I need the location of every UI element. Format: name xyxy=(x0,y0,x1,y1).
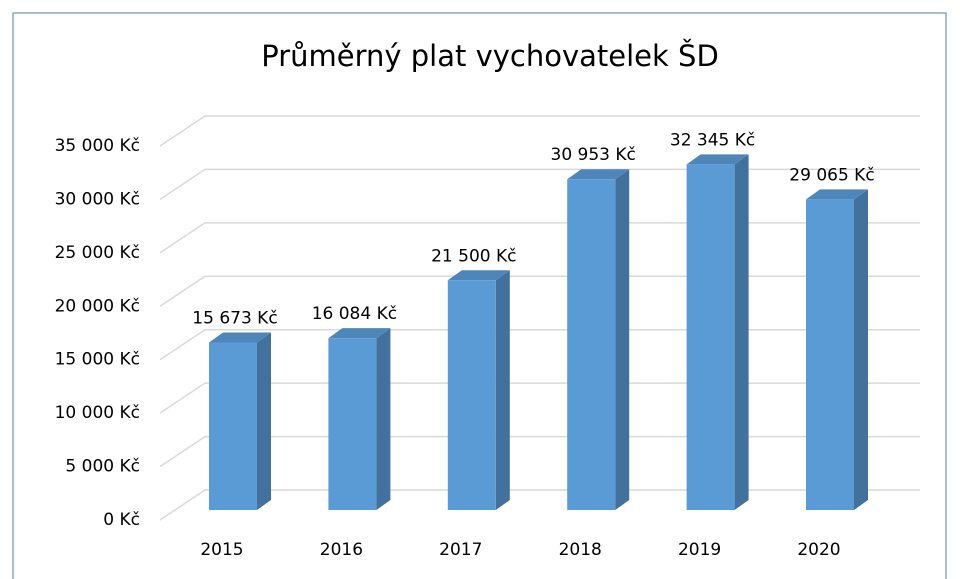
bar xyxy=(806,189,868,510)
bar xyxy=(328,328,391,510)
bar-front xyxy=(447,280,496,510)
y-tick-label: 25 000 Kč xyxy=(55,243,140,263)
bar-front xyxy=(806,199,854,510)
bar xyxy=(686,154,749,510)
y-tick-label: 5 000 Kč xyxy=(65,457,140,477)
bar-side xyxy=(734,154,749,510)
grid-line xyxy=(159,435,920,468)
grid-line xyxy=(159,489,920,521)
bar-top xyxy=(328,328,391,339)
bar-side xyxy=(376,328,391,510)
grid-line xyxy=(159,168,920,201)
chart-border xyxy=(12,12,947,579)
bar-front xyxy=(328,338,377,510)
x-tick-label: 2016 xyxy=(320,540,363,560)
bar-side xyxy=(495,270,510,510)
value-label: 15 673 Kč xyxy=(192,309,277,329)
value-label: 21 500 Kč xyxy=(431,246,516,266)
bar-side xyxy=(257,332,271,510)
x-tick-label: 2020 xyxy=(797,540,840,560)
bar-top xyxy=(686,154,749,165)
x-tick-label: 2017 xyxy=(439,540,482,560)
y-tick-label: 35 000 Kč xyxy=(55,136,140,156)
value-label: 32 345 Kč xyxy=(670,130,755,150)
bar-side xyxy=(854,189,868,510)
bar-front xyxy=(567,179,616,510)
value-label: 30 953 Kč xyxy=(551,145,636,165)
x-tick-label: 2018 xyxy=(559,540,602,560)
x-tick-label: 2019 xyxy=(678,540,721,560)
bar-top xyxy=(567,169,630,180)
y-tick-label: 10 000 Kč xyxy=(55,403,140,423)
y-tick-label: 0 Kč xyxy=(103,510,140,530)
chart-title: Průměrný plat vychovatelek ŠD xyxy=(261,39,719,73)
bar xyxy=(447,270,510,510)
bar-top xyxy=(806,189,868,200)
bar-front xyxy=(209,342,257,510)
y-tick-label: 30 000 Kč xyxy=(55,189,140,209)
grid-line xyxy=(159,222,920,254)
value-label: 29 065 Kč xyxy=(789,165,874,185)
bar-side xyxy=(615,169,630,510)
y-tick-label: 20 000 Kč xyxy=(55,296,140,316)
value-label: 16 084 Kč xyxy=(312,304,397,324)
bar-top xyxy=(209,332,271,343)
grid-line xyxy=(159,115,920,147)
y-tick-label: 15 000 Kč xyxy=(55,350,140,370)
x-tick-label: 2015 xyxy=(200,540,243,560)
grid-line xyxy=(159,275,920,307)
bar xyxy=(209,332,271,510)
grid-line xyxy=(159,328,920,361)
bar-front xyxy=(686,164,735,510)
bar xyxy=(567,169,630,510)
bar-top xyxy=(447,270,510,281)
grid-line xyxy=(159,382,920,414)
